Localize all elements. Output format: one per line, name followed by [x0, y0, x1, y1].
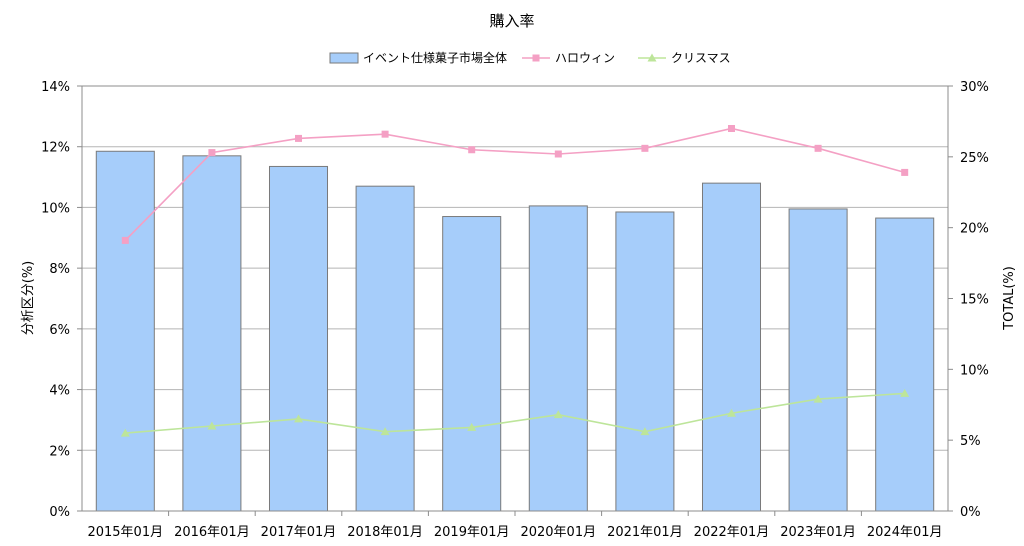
bar	[788, 208, 848, 512]
y-tick-label: 4%	[49, 384, 70, 399]
chart-title: 購入率	[489, 12, 534, 30]
line-marker-triangle	[467, 422, 477, 431]
line-marker-triangle	[380, 427, 390, 436]
line-marker-square	[554, 150, 562, 158]
bars	[95, 150, 935, 512]
x-tick-label: 2022年01月	[694, 525, 770, 540]
line-marker-triangle	[120, 428, 130, 437]
legend-label: イベント仕様菓子市場全体	[363, 50, 507, 65]
y-tick-label: 0%	[49, 505, 70, 520]
bar	[875, 217, 935, 512]
y-tick-label: 8%	[49, 262, 70, 277]
line-marker-square	[814, 144, 822, 152]
bar	[701, 182, 762, 512]
y2-tick-label: 15%	[960, 293, 989, 308]
bar	[355, 185, 415, 512]
y2-tick-label: 5%	[960, 434, 981, 449]
legend: イベント仕様菓子市場全体 ハロウィン クリスマス	[329, 50, 731, 65]
line-marker-square	[381, 130, 389, 138]
legend-marker-square	[532, 54, 540, 62]
bar	[615, 211, 675, 512]
line-marker-triangle	[640, 427, 650, 436]
legend-marker-triangle	[647, 53, 657, 62]
line-marker-triangle	[207, 421, 217, 430]
x-tick-label: 2020年01月	[520, 525, 596, 540]
bar	[268, 165, 329, 512]
y2-tick-label: 25%	[960, 151, 989, 166]
x-axis-ticks: 2015年01月 2016年01月 2017年01月 2018年01月 2019年01月…	[87, 511, 943, 540]
y-tick-label: 6%	[49, 323, 70, 338]
bar	[528, 205, 588, 512]
line-marker-square	[121, 236, 129, 244]
line-marker-square	[901, 168, 909, 176]
x-tick-label: 2024年01月	[867, 525, 943, 540]
y2-tick-label: 10%	[960, 363, 989, 378]
x-tick-label: 2023年01月	[780, 525, 856, 540]
x-tick-label: 2019年01月	[434, 525, 510, 540]
x-tick-label: 2015年01月	[87, 525, 163, 540]
line-marker-square	[468, 146, 476, 154]
line-marker-triangle	[727, 408, 736, 417]
y-tick-label: 12%	[41, 141, 70, 156]
legend-label: クリスマス	[671, 51, 731, 65]
legend-swatch-bar	[329, 52, 359, 64]
y2-tick-label: 30%	[960, 80, 989, 95]
line-marker-square	[208, 149, 216, 157]
line-marker-triangle	[553, 410, 563, 419]
x-tick-label: 2018年01月	[347, 525, 423, 540]
line-marker-triangle	[900, 388, 910, 397]
line-marker-square	[641, 144, 649, 152]
y2-axis-ticks: 0% 5% 10% 15% 20% 25% 30%	[948, 80, 989, 520]
y-axis-ticks: 0% 2% 4% 6% 8% 10% 12% 14%	[41, 80, 82, 520]
line-marker-square	[295, 134, 302, 142]
series-line	[124, 127, 905, 241]
x-tick-label: 2017年01月	[261, 525, 337, 540]
legend-label: ハロウィン	[555, 51, 615, 65]
line-marker-triangle	[294, 414, 303, 423]
x-tick-label: 2021年01月	[607, 525, 683, 540]
y2-tick-label: 0%	[960, 505, 981, 520]
y-tick-label: 2%	[49, 444, 70, 459]
lines	[120, 125, 910, 437]
y2-tick-label: 20%	[960, 222, 989, 237]
y2-axis-label: TOTAL(%)	[1002, 266, 1017, 331]
line-marker-square	[728, 125, 735, 132]
bar	[442, 216, 502, 512]
y-axis-label: 分析区分(%)	[21, 261, 36, 336]
y-tick-label: 10%	[41, 201, 70, 216]
series-line	[125, 392, 905, 434]
x-tick-label: 2016年01月	[174, 525, 250, 540]
y-tick-label: 14%	[41, 80, 70, 95]
line-marker-triangle	[813, 394, 823, 403]
bar	[95, 150, 155, 512]
bar	[182, 155, 242, 512]
